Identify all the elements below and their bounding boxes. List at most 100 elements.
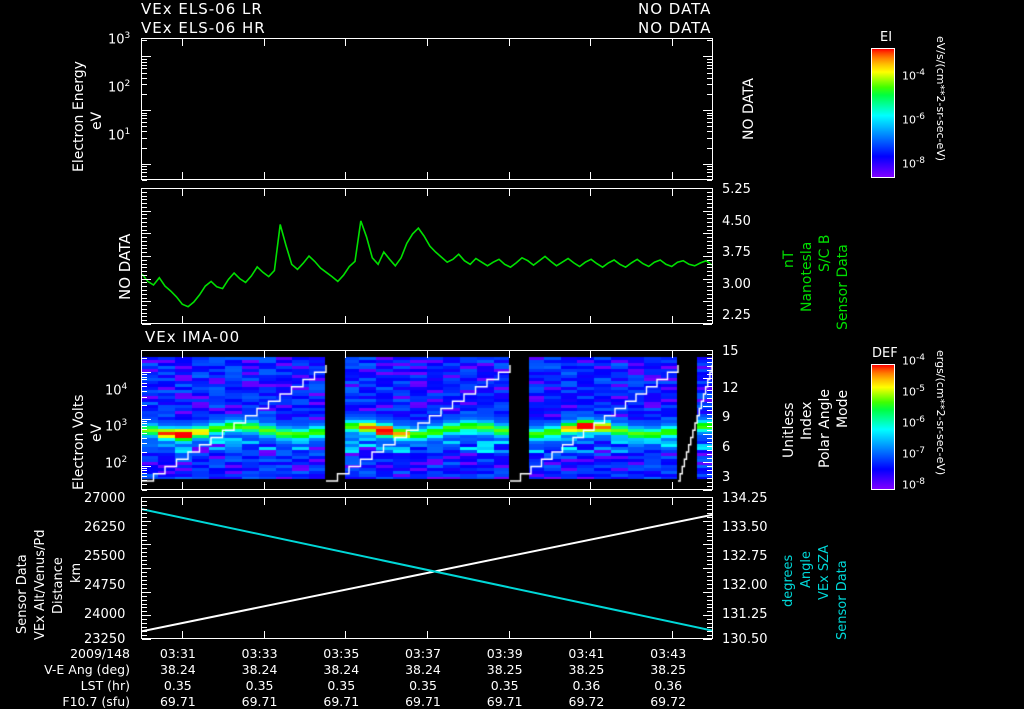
p2-xtick-bot-5: [590, 316, 591, 323]
bottom-cell-lst-6: 0.36: [654, 678, 683, 693]
p3R-lin-18: [707, 422, 712, 423]
panel3-rlabel-index: Index: [799, 401, 815, 440]
p3-xtick-top-1: [264, 351, 265, 358]
panel4-ltick-23250: 23250: [84, 632, 126, 647]
bottom-cell-f107-2: 69.71: [323, 694, 360, 709]
p2R-lin-9: [707, 222, 712, 223]
p2-xtick-top-0: [182, 189, 183, 196]
p3R-lin-28: [703, 462, 712, 463]
p1R-ytick-1-4: [707, 131, 712, 132]
p3R-lin-30: [707, 470, 712, 471]
panel1-nodata-label: NO DATA: [741, 77, 757, 140]
p3-xtick-bot-5: [590, 482, 591, 489]
p2L-lin-15: [142, 245, 147, 246]
sza-trace: [142, 508, 712, 632]
bottom-cell-lst-4: 0.35: [490, 678, 519, 693]
panel1-header-left-lr: VEx ELS-06 LR: [141, 0, 263, 18]
p4R-lin-23: [707, 588, 712, 589]
p4L-lin-18: [142, 568, 151, 569]
p4R-lin-20: [707, 576, 712, 577]
p4-xtick-top-0: [182, 498, 183, 505]
panel3-ylabel-units: eV: [89, 423, 105, 442]
bottom-cell-lst-1: 0.35: [245, 678, 274, 693]
p2R-lin-11: [707, 230, 712, 231]
p4-xtick-bot-4: [509, 631, 510, 638]
p2R-lin-22: [707, 271, 712, 272]
bottom-cell-f107-5: 69.72: [568, 694, 605, 709]
p1-xtick-top-6: [672, 39, 673, 46]
p2L-lin-24: [142, 279, 151, 280]
p4R-lin-14: [707, 552, 712, 553]
ei-colorbar-gradient: [871, 48, 895, 178]
p4R-lin-28: [707, 607, 712, 608]
p2R-lin-7: [707, 214, 712, 215]
panel3-title: VEx IMA-00: [145, 328, 241, 346]
p2L-lin-0: [142, 188, 151, 189]
p2L-lin-35: [142, 320, 147, 321]
p4-xtick-bot-1: [264, 631, 265, 638]
distance-trace: [142, 513, 712, 633]
p4L-lin-6: [142, 521, 151, 522]
p4R-lin-21: [707, 580, 712, 581]
p4L-lin-0: [142, 497, 151, 498]
p1L-ytick-2-2: [142, 94, 147, 95]
p3L-ytick-3-2: [142, 405, 147, 406]
p2R-lin-30: [703, 301, 712, 302]
p2L-lin-19: [142, 260, 147, 261]
bottom-row-label-date: 2009/148: [70, 646, 130, 661]
p3-xtick-bot-0: [182, 482, 183, 489]
p2R-lin-8: [707, 218, 712, 219]
p2L-lin-23: [142, 275, 147, 276]
p3L-ytick-2-3: [142, 443, 147, 444]
colorbar-def-tick--5: 10-5: [902, 384, 925, 399]
p4L-lin-12: [142, 544, 151, 545]
p3L-ytick-2-6: [142, 429, 147, 430]
p4R-lin-2: [707, 505, 712, 506]
panel4-ltick-27000: 27000: [84, 491, 126, 506]
p1L-ytick-1-6: [142, 122, 147, 123]
p2-xtick-bot-0: [182, 316, 183, 323]
p2L-lin-5: [142, 207, 147, 208]
p1R-ytick-2-8: [707, 62, 712, 63]
p3R-lin-34: [707, 486, 712, 487]
bottom-cell-time-0: 03:31: [159, 646, 196, 661]
p2L-lin-17: [142, 252, 147, 253]
p2L-lin-2: [142, 196, 147, 197]
p4R-lin-30: [703, 615, 712, 616]
panel3-ylabel-title: Electron Volts: [71, 394, 87, 490]
p2L-lin-32: [142, 309, 147, 310]
p3L-ytick-2-9: [142, 421, 147, 422]
p2R-lin-16: [707, 248, 712, 249]
p4-xtick-top-4: [509, 498, 510, 505]
p1R-ytick-2-5: [707, 73, 712, 74]
p4R-lin-10: [707, 536, 712, 537]
p1R-ytick-3-1: [703, 56, 712, 57]
p4R-lin-27: [707, 604, 712, 605]
bottom-cell-f107-4: 69.71: [486, 694, 523, 709]
p3R-lin-5: [707, 370, 712, 371]
p4L-lin-17: [142, 564, 147, 565]
p3R-lin-2: [707, 358, 712, 359]
p2L-lin-36: [142, 324, 151, 325]
p4-xtick-bot-6: [672, 631, 673, 638]
p3L-ytick-3-7: [142, 379, 147, 380]
p3L-ytick-3-1: [142, 419, 151, 420]
colorbar-ei-units: eV/s/(cm**2-sr-sec-eV): [934, 36, 947, 162]
p2R-lin-3: [707, 199, 712, 200]
p2R-lin-10: [707, 226, 712, 227]
p3R-lin-17: [707, 418, 712, 419]
p3L-ytick-2-5: [142, 433, 147, 434]
p1R-ytick-1-1: [703, 164, 712, 165]
bottom-cell-f107-3: 69.71: [405, 694, 441, 709]
p1L-ytick-2-7: [142, 65, 147, 66]
p3-xtick-top-0: [182, 351, 183, 358]
magnetic-field-trace: [142, 220, 712, 308]
p3L-ytick-1-6: [142, 476, 147, 477]
p3R-lin-16: [707, 414, 712, 415]
panel3-ytick-3: 103: [105, 418, 128, 435]
p3-xtick-top-4: [509, 351, 510, 358]
p1L-ytick-3-1: [142, 56, 151, 57]
p4L-lin-34: [142, 631, 147, 632]
panel4-rtick-133-50: 133.50: [722, 520, 768, 535]
